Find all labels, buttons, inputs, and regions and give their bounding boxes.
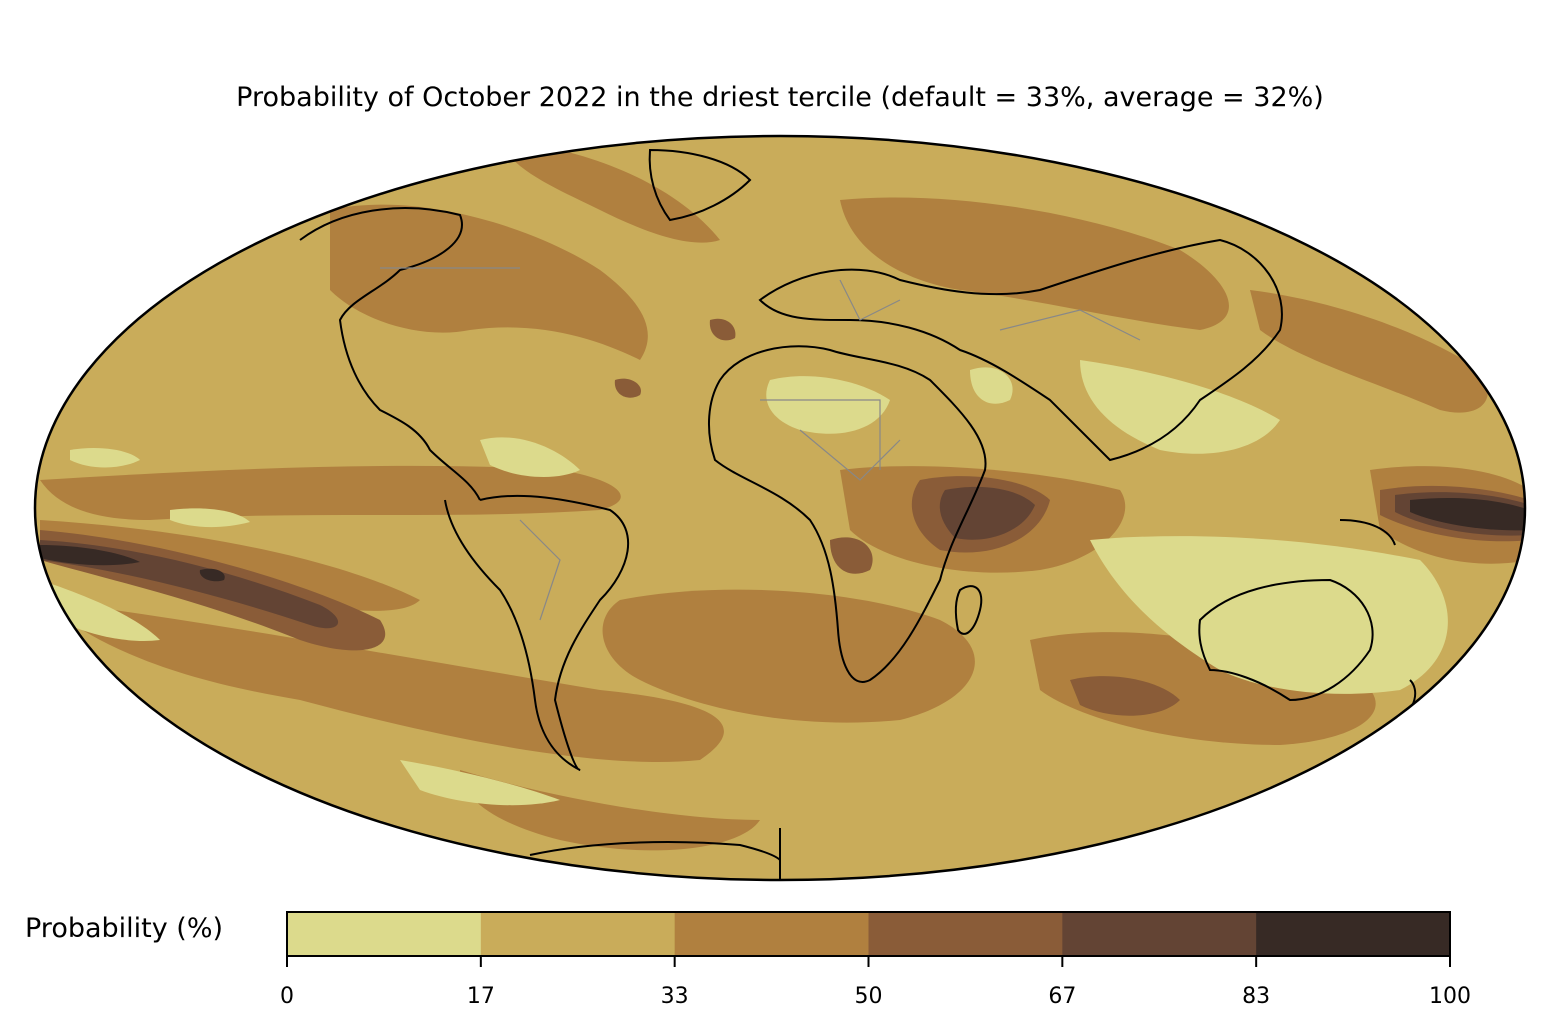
colorbar-tick-label: 17 [466, 984, 495, 1009]
colorbar-tick-label: 0 [280, 984, 294, 1009]
country-borders [380, 267, 1141, 621]
colorbar-tick-label: 50 [854, 984, 883, 1009]
coastlines [299, 148, 1417, 880]
colorbar-bin [674, 912, 869, 956]
colorbar-tick-label: 33 [660, 984, 689, 1009]
colorbar-bin [868, 912, 1063, 956]
probability-field [35, 136, 1525, 880]
colorbar-bin [480, 912, 676, 956]
colorbar-label: Probability (%) [25, 913, 224, 944]
colorbar-bin [287, 912, 482, 956]
colorbar-tick-label: 100 [1429, 984, 1471, 1009]
field-83-100 [40, 498, 1525, 582]
colorbar [286, 911, 1451, 967]
field-0-17 [40, 360, 1448, 806]
colorbar-tick-label: 67 [1048, 984, 1077, 1009]
colorbar-bin [1062, 912, 1257, 956]
colorbar-bin [1256, 912, 1451, 956]
map-title: Probability of October 2022 in the dries… [236, 82, 1324, 113]
colorbar-tick-label: 83 [1242, 984, 1271, 1009]
globe-outline [33, 134, 1527, 882]
